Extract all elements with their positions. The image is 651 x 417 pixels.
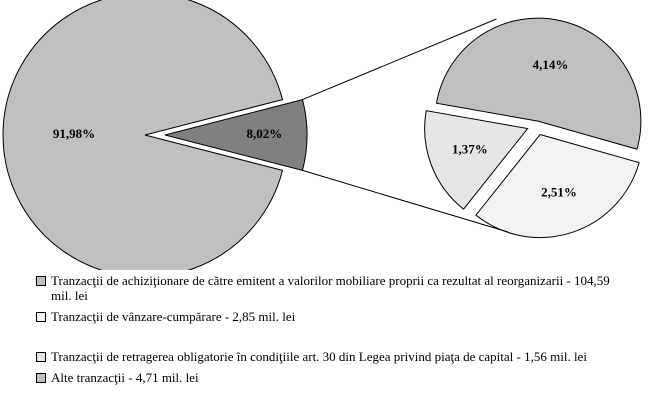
legend-swatch [36,352,46,362]
slice-label: 91,98% [53,126,95,141]
slice-label: 1,37% [452,141,488,156]
chart: 91,98% 8,02% 4,14% 2,51% 1,37% [2,0,642,270]
legend-item: Tranzacţii de retragerea obligatorie în … [36,349,626,364]
connector [302,18,497,101]
slice [2,0,284,270]
slice-label: 8,02% [247,126,283,141]
connector [302,169,509,233]
legend-swatch [36,373,46,383]
legend-text: Tranzacţii de vânzare-cumpărare - 2,85 m… [51,309,296,324]
legend-text: Tranzacţii de retragerea obligatorie în … [51,349,587,364]
legend-swatch [36,276,46,286]
slice [424,110,529,210]
legend: Tranzacţii de achiziţionare de către emi… [36,273,626,385]
legend-text: Alte tranzacţii - 4,71 mil. lei [51,370,199,385]
slice [475,133,640,239]
legend-item: Tranzacţii de vânzare-cumpărare - 2,85 m… [36,309,626,324]
legend-item: Tranzacţii de achiziţionare de către emi… [36,273,626,303]
slice [164,98,308,172]
slice-label: 4,14% [533,57,569,72]
slice-label: 2,51% [541,184,577,199]
legend-text: Tranzacţii de achiziţionare de către emi… [51,273,610,303]
legend-item: Alte tranzacţii - 4,71 mil. lei [36,370,626,385]
legend-swatch [36,312,46,322]
slice [435,17,642,150]
